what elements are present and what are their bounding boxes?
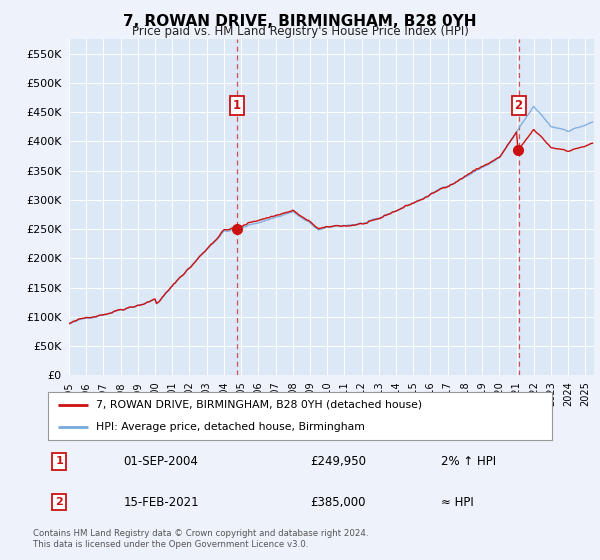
Text: £385,000: £385,000: [310, 496, 365, 508]
Text: 15-FEB-2021: 15-FEB-2021: [124, 496, 199, 508]
Text: 2: 2: [55, 497, 63, 507]
Text: 1: 1: [233, 99, 241, 112]
Text: 2% ↑ HPI: 2% ↑ HPI: [441, 455, 496, 468]
Text: HPI: Average price, detached house, Birmingham: HPI: Average price, detached house, Birm…: [96, 422, 365, 432]
Text: Contains HM Land Registry data © Crown copyright and database right 2024.
This d: Contains HM Land Registry data © Crown c…: [33, 529, 368, 549]
Text: 7, ROWAN DRIVE, BIRMINGHAM, B28 0YH (detached house): 7, ROWAN DRIVE, BIRMINGHAM, B28 0YH (det…: [96, 400, 422, 410]
Text: 2: 2: [515, 99, 523, 112]
Text: 7, ROWAN DRIVE, BIRMINGHAM, B28 0YH: 7, ROWAN DRIVE, BIRMINGHAM, B28 0YH: [123, 14, 477, 29]
Text: 1: 1: [55, 456, 63, 466]
Text: Price paid vs. HM Land Registry's House Price Index (HPI): Price paid vs. HM Land Registry's House …: [131, 25, 469, 38]
Text: ≈ HPI: ≈ HPI: [441, 496, 474, 508]
Text: 01-SEP-2004: 01-SEP-2004: [124, 455, 199, 468]
Text: £249,950: £249,950: [310, 455, 366, 468]
